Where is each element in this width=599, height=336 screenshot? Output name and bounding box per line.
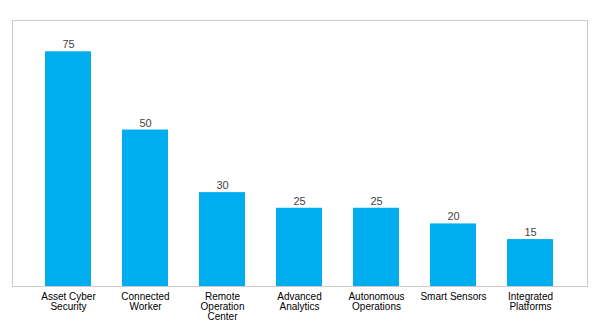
svg-text:30: 30	[216, 179, 228, 191]
svg-text:75: 75	[62, 38, 74, 50]
svg-text:IntegratedPlatforms: IntegratedPlatforms	[508, 291, 553, 312]
svg-text:RemoteOperationCenter: RemoteOperationCenter	[201, 291, 245, 322]
svg-text:25: 25	[370, 195, 382, 207]
svg-text:Smart Sensors: Smart Sensors	[420, 291, 486, 302]
svg-text:20: 20	[447, 210, 459, 222]
svg-text:AutonomousOperations: AutonomousOperations	[348, 291, 404, 312]
svg-text:15: 15	[524, 226, 536, 238]
svg-text:Asset CyberSecurity: Asset CyberSecurity	[41, 291, 96, 312]
svg-text:ConnectedWorker: ConnectedWorker	[121, 291, 169, 312]
svg-text:25: 25	[293, 195, 305, 207]
svg-text:AdvancedAnalytics: AdvancedAnalytics	[277, 291, 321, 312]
svg-text:50: 50	[139, 117, 151, 129]
